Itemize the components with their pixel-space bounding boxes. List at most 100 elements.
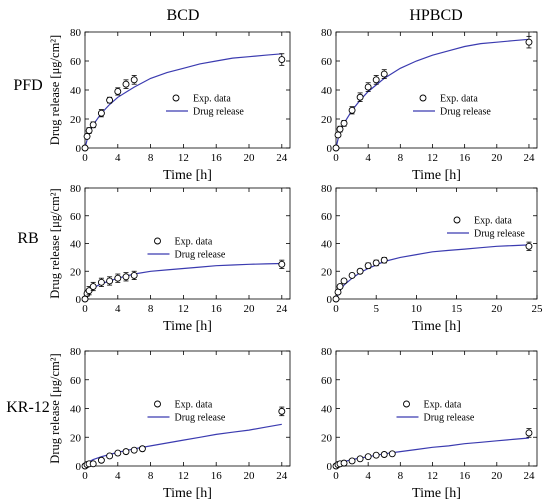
panel-kr-12-bcd: 0 4 8 12 16 20 24 0 20 40 60 80 Time [h] Drug release… — [48, 346, 291, 500]
y-tick-label: 20 — [321, 432, 333, 444]
x-tick-label: 16 — [459, 470, 471, 482]
exp-data-point — [336, 125, 344, 133]
exp-data-point — [278, 407, 286, 415]
exp-data-point — [372, 76, 380, 84]
legend-label: Exp. data — [175, 237, 213, 248]
x-axis-label: Time [h] — [163, 319, 212, 334]
exp-data-point — [348, 271, 356, 279]
exp-data-point — [356, 267, 364, 275]
y-tick-label: 20 — [70, 432, 82, 444]
y-tick-label: 40 — [321, 404, 333, 416]
x-tick-label: 12 — [427, 470, 438, 482]
legend-marker-icon — [453, 216, 461, 224]
exp-data-point — [388, 450, 396, 458]
row-title-kr-12: KR-12 — [6, 399, 50, 416]
exp-data-point — [97, 109, 105, 117]
exp-data-point — [334, 131, 342, 139]
x-axis-label: Time [h] — [163, 486, 212, 500]
x-tick-label: 8 — [148, 470, 154, 482]
drug-release-curve — [335, 437, 530, 467]
exp-data-point — [106, 452, 114, 460]
x-tick-label: 0 — [333, 470, 339, 482]
x-tick-label: 8 — [398, 470, 404, 482]
y-tick-label: 80 — [70, 346, 82, 358]
panel-kr-12-hpbcd: 0 4 8 12 16 20 24 0 20 40 60 80 Time [h] Exp. data Dru… — [321, 346, 538, 500]
legend-label: Drug release — [474, 229, 525, 240]
legend-label: Drug release — [440, 107, 491, 118]
y-axis-label: Drug release [μg/cm²] — [48, 35, 62, 145]
x-tick-label: 0 — [82, 470, 88, 482]
exp-data-point — [380, 256, 388, 264]
x-tick-label: 12 — [178, 303, 189, 315]
drug-release-curve — [335, 38, 530, 149]
exp-data-point — [525, 242, 533, 250]
x-tick-label: 16 — [459, 152, 471, 164]
legend: Exp. data Drug release — [147, 400, 226, 424]
exp-data-point — [138, 445, 146, 453]
exp-data-point — [340, 277, 348, 285]
y-tick-label: 20 — [70, 266, 82, 278]
x-tick-label: 24 — [276, 303, 288, 315]
x-tick-label: 15 — [451, 303, 463, 315]
x-tick-label: 0 — [82, 303, 88, 315]
x-tick-label: 4 — [365, 470, 371, 482]
drug-release-curve — [335, 244, 530, 300]
exp-data-point — [356, 93, 364, 101]
legend-marker-icon — [154, 400, 161, 408]
x-tick-label: 16 — [211, 152, 223, 164]
x-tick-label: 12 — [427, 152, 438, 164]
x-tick-label: 25 — [532, 303, 544, 315]
exp-data-point — [525, 38, 533, 46]
exp-data-point — [340, 459, 348, 467]
y-tick-label: 40 — [321, 85, 333, 97]
exp-data-point — [114, 87, 122, 95]
x-tick-label: 16 — [211, 303, 223, 315]
row-title-pfd: PFD — [13, 77, 42, 94]
legend-label: Drug release — [175, 250, 226, 261]
x-tick-label: 8 — [148, 152, 154, 164]
x-tick-label: 0 — [82, 152, 88, 164]
legend-marker-icon — [403, 400, 410, 408]
y-tick-label: 0 — [327, 294, 333, 306]
axes-frame — [335, 187, 538, 300]
x-axis-label: Time [h] — [412, 486, 461, 500]
exp-data-point — [364, 262, 372, 270]
exp-data-point — [334, 288, 342, 296]
exp-data-point — [114, 449, 122, 457]
row-title-rb: RB — [17, 230, 38, 247]
exp-data-point — [332, 295, 340, 303]
x-tick-label: 16 — [211, 470, 223, 482]
y-tick-label: 60 — [321, 211, 333, 223]
y-tick-label: 0 — [76, 461, 82, 473]
legend: Exp. data Drug release — [413, 94, 491, 118]
legend-label: Exp. data — [440, 94, 478, 105]
y-tick-label: 0 — [327, 461, 333, 473]
y-tick-label: 80 — [321, 27, 333, 39]
exp-data-point — [364, 83, 372, 91]
exp-data-point — [130, 446, 138, 454]
exp-data-point — [130, 76, 138, 84]
exp-data-point — [348, 106, 356, 114]
legend-label: Drug release — [175, 413, 226, 424]
y-tick-label: 80 — [321, 346, 333, 358]
x-tick-label: 5 — [373, 303, 379, 315]
legend: Exp. data Drug release — [166, 94, 244, 118]
panel-pfd-bcd: 0 4 8 12 16 20 24 0 20 40 60 80 Time [h] Drug release… — [48, 27, 291, 183]
exp-data-point — [89, 121, 97, 129]
x-tick-label: 20 — [491, 470, 503, 482]
exp-data-point — [114, 274, 122, 282]
legend-label: Exp. data — [474, 216, 512, 227]
x-tick-label: 12 — [178, 470, 189, 482]
y-tick-label: 0 — [76, 143, 82, 155]
legend-label: Exp. data — [175, 400, 213, 411]
exp-data-point — [372, 259, 380, 267]
exp-data-point — [340, 119, 348, 127]
exp-data-point — [122, 448, 130, 456]
legend-label: Exp. data — [424, 400, 462, 411]
y-tick-label: 80 — [321, 183, 333, 195]
exp-data-point — [356, 455, 364, 463]
legend-marker-icon — [419, 94, 427, 102]
exp-data-point — [81, 144, 89, 152]
y-tick-label: 20 — [321, 114, 333, 126]
y-tick-label: 60 — [70, 211, 82, 223]
